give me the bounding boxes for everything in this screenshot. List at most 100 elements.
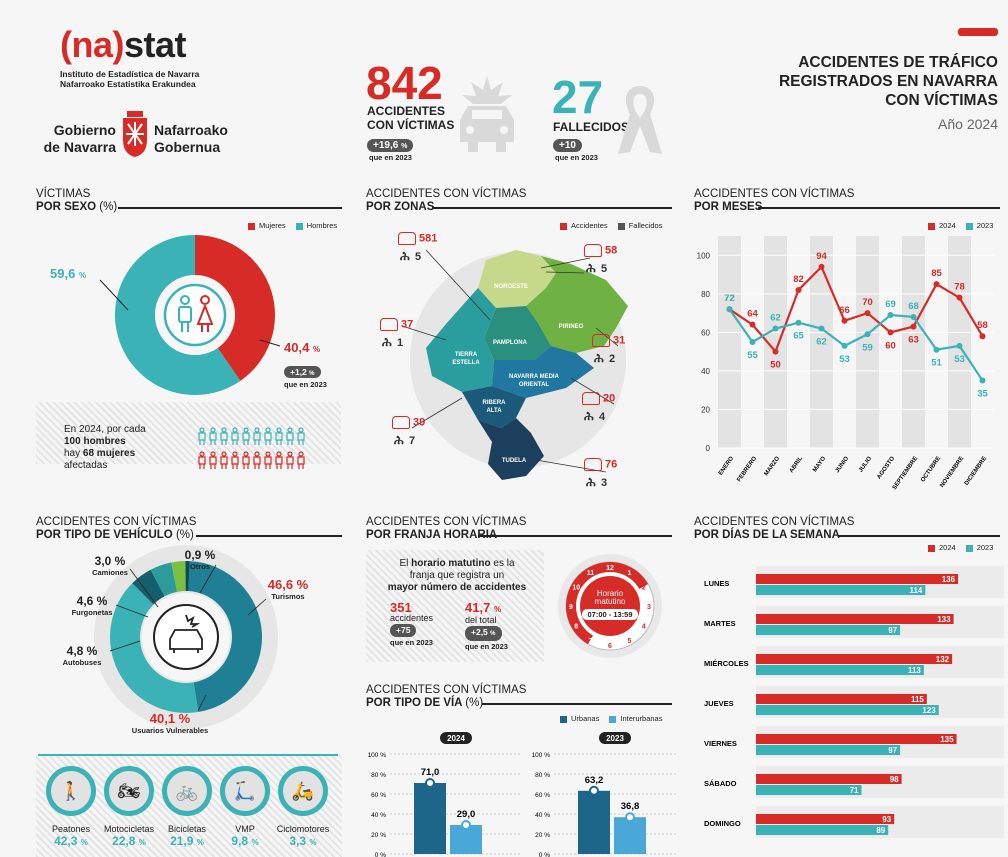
legend-deaths-label: Fallecidos (628, 221, 663, 230)
dias-heading-line2: POR DÍAS DE LA SEMANA (694, 529, 840, 541)
data-point-2024 (841, 317, 848, 324)
data-label-2024: 85 (931, 268, 942, 279)
y-tick-label: 20 (701, 405, 710, 414)
men-pct-label: 59,6 % (50, 266, 86, 281)
via-bar-cap (589, 785, 599, 796)
data-label-2023: 62 (816, 337, 827, 348)
page-title-line3: CON VÍCTIMAS (885, 92, 998, 109)
data-point-2024 (910, 323, 917, 330)
clock-number: 3 (647, 604, 651, 611)
institute-name-eu: Nafarroako Estatistika Erakundea (60, 79, 196, 89)
clock-number: 12 (606, 565, 614, 572)
vehiculo-heading-line1: ACCIDENTES CON VÍCTIMAS (36, 516, 197, 528)
via-bar-label: 71,0 (421, 767, 440, 778)
via-group-pill (599, 732, 631, 744)
meses-heading-line2: POR MESES (694, 201, 763, 213)
via-heading-unit: (%) (465, 697, 484, 709)
data-label-2024: 63 (908, 335, 919, 346)
day-bar-label-2024: 136 (942, 575, 956, 584)
vehicle-pct-label: 40,1 % (150, 711, 191, 726)
day-bar-2023 (756, 625, 901, 635)
day-bar-2024 (756, 654, 953, 664)
day-bar-label-2024: 115 (911, 695, 924, 704)
vehicle-name-label: Camiones (92, 568, 128, 577)
data-point-2023 (726, 306, 733, 313)
franja-acc-label: accidentes (390, 613, 434, 623)
clock-range-pill (582, 609, 638, 620)
via-y-tick: 60 % (371, 792, 386, 799)
vulnerable-name: Peatones (51, 824, 91, 834)
via-y-tick: 0 % (539, 852, 550, 857)
scooter-icon: 🛴 (220, 766, 270, 816)
car-crash-icon (460, 76, 514, 152)
accidents-change-badge: +19,6 % (367, 139, 414, 152)
month-band (810, 236, 833, 448)
zone-acc-value: 37 (401, 318, 414, 331)
zone-noroeste (478, 250, 556, 308)
institute-name: Instituto de Estadística de Navarra Nafa… (60, 69, 199, 89)
sexo-rule (118, 207, 342, 209)
line-series-2023 (728, 308, 984, 382)
car-icon (584, 458, 602, 471)
zonas-heading-line1: ACCIDENTES CON VÍCTIMAS (366, 188, 527, 200)
zone-fal-value: 2 (609, 353, 616, 366)
y-tick-label: 80 (701, 290, 710, 299)
data-point-2024 (749, 321, 756, 328)
vehicle-pct-label: 0,9 % (185, 548, 216, 562)
data-point-2023 (772, 325, 779, 332)
day-label: VIERNES (704, 739, 737, 748)
zone-acc: 76 (584, 458, 617, 471)
vulnerables-bracket (38, 754, 338, 762)
franja-pct-value: 41,7 (465, 600, 491, 615)
franja-line1: El horario matutino es la (372, 558, 542, 570)
vehicle-name-label: Furgonetas (72, 608, 113, 617)
women-change-value: +1,2 (290, 367, 307, 377)
car-icon (398, 232, 416, 245)
data-point-2023 (887, 312, 894, 319)
women-change-unit: % (309, 371, 315, 377)
data-label-2024: 60 (885, 340, 896, 351)
via-group-label: 2024 (447, 734, 465, 743)
via-bar-cap (625, 812, 635, 823)
meses-heading: ACCIDENTES CON VÍCTIMAS POR MESES (694, 188, 854, 214)
franja-pct-unit: % (493, 605, 502, 614)
vulnerable-bicicletas: 🚲 Bicicletas 21,9 % (160, 766, 214, 848)
person-woman-icon (286, 451, 294, 469)
franja-pct-since: que en 2023 (465, 642, 508, 651)
vulnerable-peatones: 🚶 Peatones 42,3 % (44, 766, 98, 848)
person-woman-icon (209, 451, 217, 469)
zone-acc: 31 (592, 334, 625, 347)
meses-heading-line1: ACCIDENTES CON VÍCTIMAS (694, 188, 855, 200)
car-icon (169, 614, 203, 653)
zone-acc: 37 (380, 318, 413, 331)
vehicle-name-label: Otros (190, 562, 210, 571)
data-label-2023: 65 (793, 331, 804, 342)
vulnerable-pct: 21,9 % (170, 834, 204, 848)
accidents-kpi-label2: CON VÍCTIMAS (367, 118, 455, 132)
vulnerable-pct: 9,8 % (231, 834, 259, 848)
zone-tierra-estella (426, 288, 496, 392)
gov-left-line2: de Navarra (43, 139, 116, 155)
vehicle-pct-label: 4,6 % (77, 594, 108, 608)
accidents-kpi-value: 842 (366, 57, 443, 109)
government-logo: Gobierno de Navarra Nafarroako Gobernua (36, 110, 236, 158)
vehicle-donut-chart: 46,6 %Turismos 40,1 %Usuarios Vulnerables… (63, 545, 309, 735)
clock-label1: Horario (597, 589, 624, 598)
clock-range: 07:00 - 13:59 (587, 610, 632, 619)
legend-women-label: Mujeres (259, 221, 286, 230)
women-pct-unit: % (312, 345, 321, 354)
sexo-heading-text: POR SEXO (36, 201, 97, 213)
franja-box (366, 550, 544, 662)
vehicle-leader-line (129, 568, 159, 608)
via-legend: Urbanas Interurbanas (560, 714, 662, 723)
institute-name-es: Instituto de Estadística de Navarra (60, 69, 200, 79)
clock-center (580, 576, 640, 636)
vehicle-leader-line (109, 640, 141, 652)
car-icon (584, 244, 602, 257)
data-point-2023 (933, 346, 940, 353)
sexo-note-hay: hay (64, 448, 81, 459)
sexo-heading-line2: POR SEXO (%) (36, 201, 117, 214)
